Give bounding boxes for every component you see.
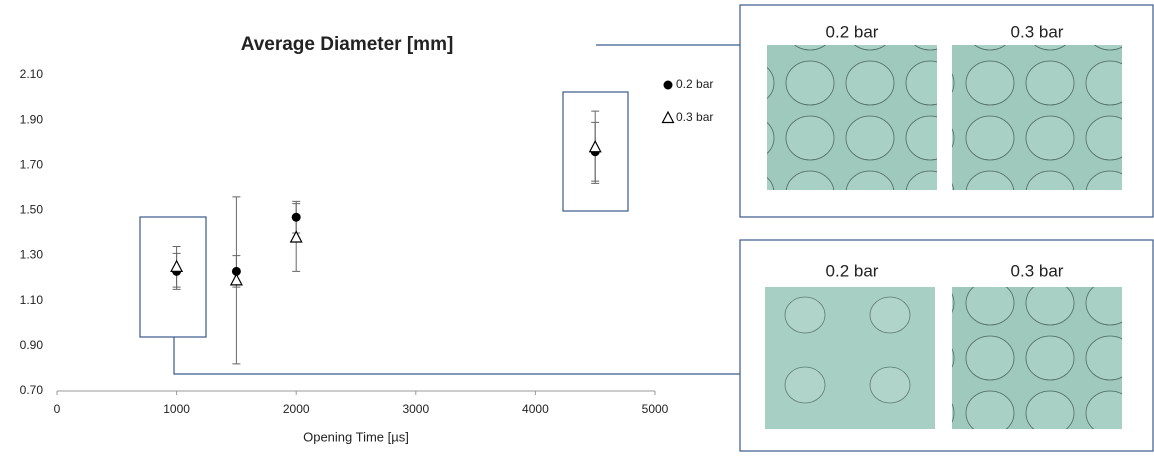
data-point <box>289 230 303 243</box>
data-point <box>291 212 301 222</box>
x-tick-label: 3000 <box>402 402 429 416</box>
x-tick-label: 0 <box>54 402 61 416</box>
panel-label: 0.2 bar <box>826 22 879 41</box>
panel-label: 0.3 bar <box>1011 22 1064 41</box>
panel-label: 0.3 bar <box>1011 261 1064 280</box>
legend-marker <box>661 110 675 124</box>
x-tick-label: 4000 <box>522 402 549 416</box>
annotations <box>139 4 1154 452</box>
image-panel <box>739 239 1154 452</box>
connector <box>173 337 740 375</box>
image-panel <box>739 4 1154 218</box>
x-tick-label: 1000 <box>163 402 190 416</box>
data-point <box>231 266 241 276</box>
y-tick-label: 1.90 <box>20 112 44 126</box>
highlight-box <box>139 216 207 338</box>
x-axis-label: Opening Time [µs] <box>303 429 409 444</box>
data-point <box>229 273 243 286</box>
micrograph <box>952 287 1122 429</box>
legend-marker <box>663 80 673 90</box>
y-tick-label: 1.50 <box>20 203 44 217</box>
y-tick-label: 2.10 <box>20 67 44 81</box>
legend-label: 0.3 bar <box>676 110 713 124</box>
y-tick-label: 1.30 <box>20 248 44 262</box>
y-tick-label: 1.10 <box>20 293 44 307</box>
y-tick-label: 0.70 <box>20 383 44 397</box>
y-tick-label: 1.70 <box>20 157 44 171</box>
highlight-box <box>562 91 629 212</box>
x-tick-label: 2000 <box>283 402 310 416</box>
micrograph <box>952 45 1122 190</box>
y-tick-label: 0.90 <box>20 338 44 352</box>
panel-label: 0.2 bar <box>826 261 879 280</box>
micrographs <box>765 45 1122 429</box>
legend-label: 0.2 bar <box>676 77 713 91</box>
data-point <box>170 259 184 272</box>
micrograph <box>767 45 937 190</box>
micrograph <box>765 287 935 429</box>
chart-title: Average Diameter [mm] <box>241 34 454 55</box>
data-point <box>588 139 602 153</box>
x-tick-label: 5000 <box>642 402 669 416</box>
